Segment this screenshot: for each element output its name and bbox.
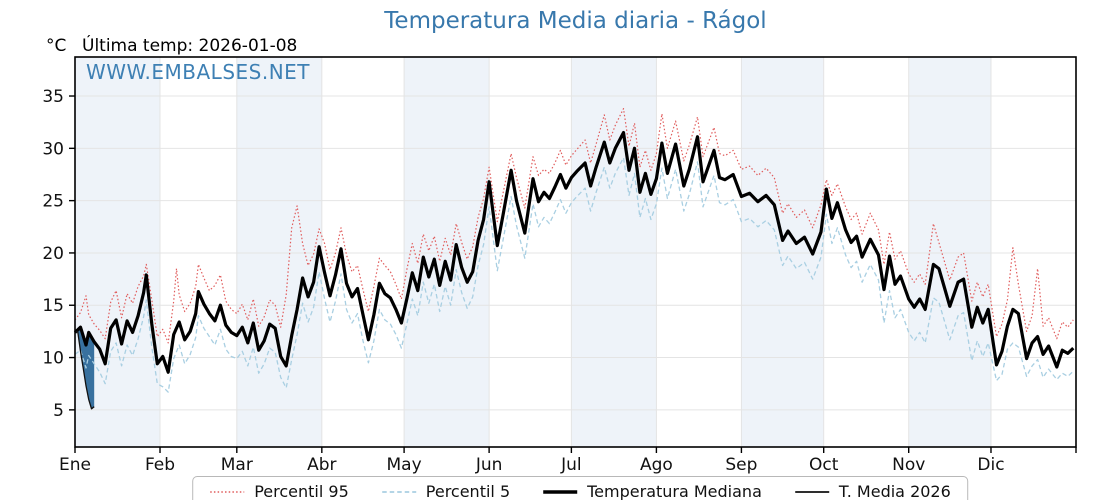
x-tick-label: Jul [560,455,582,475]
legend-label: Temperatura Mediana [587,482,762,500]
plot-border [74,56,1077,448]
fill-2026-below-median [75,327,95,409]
month-band [236,57,322,447]
month-band [571,57,657,447]
x-tick-label: Dic [977,455,1004,475]
x-tick-label: Jun [475,455,503,475]
y-tick-label: 35 [42,87,64,107]
month-band [908,57,991,447]
legend-line-sample [794,490,829,493]
legend-line-sample [381,490,416,493]
y-axis-unit-label: °C [46,36,67,56]
y-tick-label: 20 [42,244,64,264]
legend-item: Percentil 95 [209,482,349,500]
legend-item: Temperatura Mediana [542,482,762,500]
legend-line-sample [543,489,578,494]
y-tick-label: 5 [53,401,64,421]
series-line-percentil-95 [74,108,1074,344]
page-title: Temperatura Media diaria - Rágol [384,8,767,34]
x-tick-label: May [387,455,422,475]
x-tick-label: Sep [725,455,757,475]
legend-label: T. Media 2026 [838,482,951,500]
legend-label: Percentil 95 [254,482,349,500]
x-tick-label: Nov [892,455,925,475]
series-line-temperatura-mediana [73,131,1075,374]
legend-item: T. Media 2026 [794,482,951,500]
y-tick-label: 30 [42,139,64,159]
x-tick-label: Ago [640,455,673,475]
last-temp-subtitle: Última temp: 2026-01-08 [82,36,298,56]
legend-box: Percentil 95 Percentil 5 Temperatura Media… [192,476,968,500]
x-tick-label: Oct [809,455,839,475]
x-tick-label: Mar [221,455,253,475]
x-tick-label: Feb [145,455,175,475]
y-tick-label: 15 [42,296,64,316]
legend-item: Percentil 5 [381,482,510,500]
series-line-percentil-5 [74,157,1074,393]
y-tick-label: 10 [42,349,64,369]
x-tick-label: Ene [59,455,91,475]
x-tick-label: Abr [307,455,336,475]
watermark-text: WWW.EMBALSES.NET [86,60,311,84]
legend-label: Percentil 5 [425,482,511,500]
y-tick-label: 25 [42,192,64,212]
series-line-t-media-2026 [74,330,95,410]
legend-line-sample [210,490,245,493]
